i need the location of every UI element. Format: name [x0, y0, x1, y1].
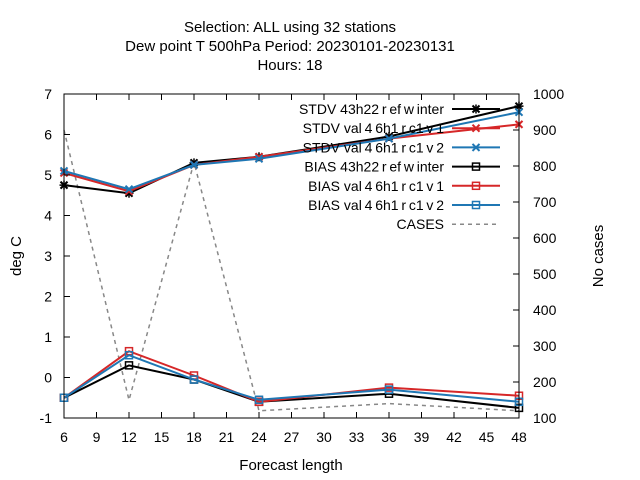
data-point: [124, 350, 134, 360]
legend-label: CASES: [397, 216, 444, 232]
legend-marker: [471, 162, 481, 171]
x-tick-label: 42: [446, 429, 462, 445]
x-tick-label: 48: [511, 429, 527, 445]
y-tick-label: -1: [40, 410, 53, 426]
legend-entry: STDV 43h22 r ef w inter: [299, 101, 500, 117]
y-tick-label: 7: [44, 86, 52, 102]
title-line-2: Dew point T 500hPa Period: 20230101-2023…: [125, 38, 455, 55]
data-point: [254, 154, 264, 164]
y2-tick-label: 800: [533, 158, 557, 174]
series-line: [63, 123, 520, 193]
y-tick-label: 3: [44, 248, 52, 264]
x-tick-label: 24: [251, 429, 267, 445]
data-point: [124, 184, 134, 194]
y2-tick-label: 400: [533, 302, 557, 318]
x-axis-ticks: 6 9 12 15 18 21 24 27 30 33 36 39 42 45 48: [60, 94, 527, 445]
x-axis-label: Forecast length: [239, 457, 342, 474]
y2-tick-label: 700: [533, 194, 557, 210]
x-tick-label: 9: [93, 429, 101, 445]
x-tick-label: 15: [154, 429, 170, 445]
x-tick-label: 12: [121, 429, 137, 445]
y2-tick-label: 500: [533, 266, 557, 282]
x-tick-label: 21: [219, 429, 235, 445]
legend-marker: [471, 123, 481, 133]
x-tick-label: 18: [186, 429, 202, 445]
legend-label: STDV val 4 6h1 r c1 v 2: [303, 139, 445, 155]
legend-label: STDV val 4 6h1 r c1 v 1: [303, 120, 445, 136]
y-axis-label: deg C: [8, 236, 25, 276]
legend: STDV 43h22 r ef w inter STDV val 4 6h1 r …: [299, 101, 500, 232]
x-tick-label: 33: [349, 429, 365, 445]
title-line-3: Hours: 18: [257, 57, 322, 74]
data-point: [189, 375, 199, 384]
legend-entry: BIAS val 4 6h1 r c1 v 2: [308, 197, 500, 213]
title-line-1: Selection: ALL using 32 stations: [184, 19, 396, 36]
y2-tick-label: 200: [533, 374, 557, 390]
y2-tick-label: 100: [533, 410, 557, 426]
legend-label: BIAS val 4 6h1 r c1 v 2: [308, 197, 444, 213]
y2-axis-ticks: 100 200 300 400 500 600 700 800 900 1000: [513, 86, 564, 426]
y-tick-label: 4: [44, 208, 52, 224]
legend-entry: BIAS 43h22 r ef w inter: [304, 159, 500, 175]
y-tick-label: 6: [44, 127, 52, 143]
legend-marker: [471, 104, 481, 114]
series-line: [63, 354, 520, 403]
series-0: [59, 101, 524, 198]
y-tick-label: 5: [44, 167, 52, 183]
y-axis-ticks: -1 0 1 2 3 4 5 6 7: [40, 86, 70, 426]
chart-title: Selection: ALL using 32 stations Dew poi…: [125, 19, 455, 74]
legend-label: BIAS val 4 6h1 r c1 v 1: [308, 178, 444, 194]
series-3: [59, 361, 524, 413]
x-tick-label: 30: [316, 429, 332, 445]
legend-entry: BIAS val 4 6h1 r c1 v 1: [308, 178, 500, 194]
legend-label: BIAS 43h22 r ef w inter: [304, 159, 444, 175]
legend-entry: STDV val 4 6h1 r c1 v 2: [303, 139, 500, 155]
data-point: [384, 385, 394, 394]
legend-marker: [471, 200, 481, 210]
series-line: [63, 111, 520, 191]
x-tick-label: 45: [479, 429, 495, 445]
data-point: [189, 160, 199, 170]
y2-tick-label: 900: [533, 122, 557, 138]
data-point: [254, 395, 264, 405]
series-area: [59, 101, 524, 413]
y2-tick-label: 1000: [533, 86, 564, 102]
legend-marker: [471, 181, 481, 191]
x-tick-label: 39: [414, 429, 430, 445]
x-tick-label: 27: [284, 429, 300, 445]
legend-label: STDV 43h22 r ef w inter: [299, 101, 444, 117]
y2-axis-label: No cases: [590, 225, 607, 288]
y-tick-label: 0: [44, 370, 52, 386]
x-tick-label: 6: [60, 429, 68, 445]
series-1: [59, 120, 524, 196]
y2-tick-label: 300: [533, 338, 557, 354]
legend-entry: CASES: [397, 216, 500, 232]
legend-marker: [471, 143, 481, 152]
data-point: [124, 361, 134, 370]
y2-tick-label: 600: [533, 230, 557, 246]
y-tick-label: 2: [44, 289, 52, 305]
x-tick-label: 36: [381, 429, 397, 445]
y-tick-label: 1: [44, 329, 52, 345]
data-point: [384, 134, 394, 143]
series-line: [63, 105, 520, 195]
legend-entry: STDV val 4 6h1 r c1 v 1: [303, 120, 500, 136]
